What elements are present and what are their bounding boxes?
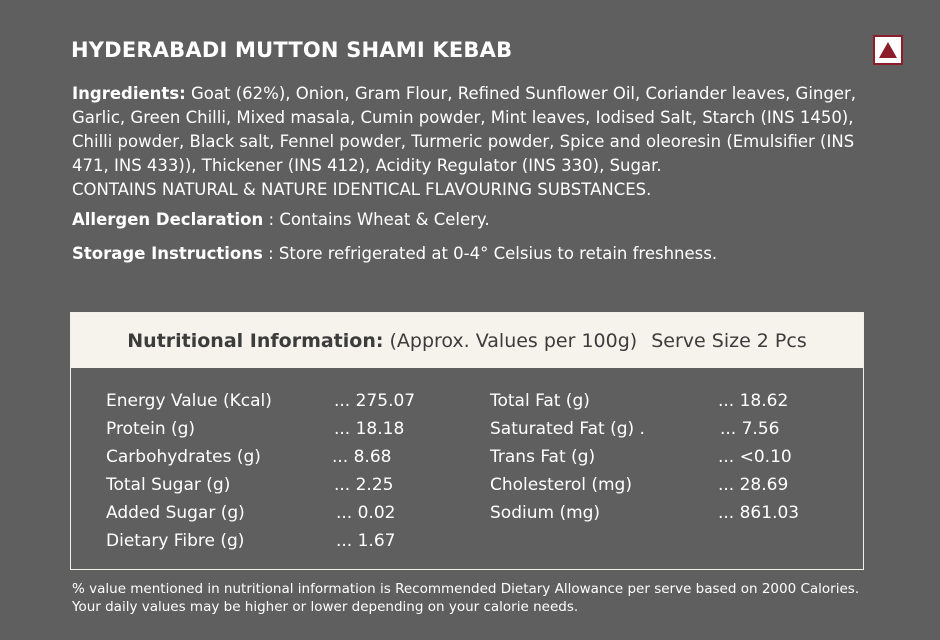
nutrient-value: ... 7.56 — [720, 419, 780, 439]
nutrient-value: ... 18.18 — [334, 419, 405, 439]
nutrient-value: ... 28.69 — [718, 475, 789, 495]
nutrient-name: Trans Fat (g) — [490, 447, 596, 467]
nutrient-value: ... <0.10 — [718, 447, 792, 467]
nutrient-name: Protein (g) — [106, 419, 196, 439]
flavouring-statement: CONTAINS NATURAL & NATURE IDENTICAL FLAV… — [72, 180, 652, 199]
nutrition-heading: Nutritional Information: — [127, 329, 384, 352]
allergen-text: : Contains Wheat & Celery. — [268, 210, 490, 229]
serve-size: Serve Size 2 Pcs — [651, 329, 807, 352]
nutrient-value: ... 275.07 — [334, 391, 416, 411]
nutrient-value: ... 861.03 — [718, 503, 800, 523]
nutrient-value: ... 2.25 — [334, 475, 394, 495]
allergen-section: Allergen Declaration : Contains Wheat & … — [72, 208, 872, 232]
storage-section: Storage Instructions : Store refrigerate… — [72, 242, 872, 266]
footnote-line-1: % value mentioned in nutritional informa… — [72, 581, 860, 597]
nutrient-name: Added Sugar (g) — [106, 503, 245, 523]
ingredients-section: Ingredients: Goat (62%), Onion, Gram Flo… — [72, 82, 872, 202]
nutrient-name: Cholesterol (mg) — [490, 475, 632, 495]
allergen-label: Allergen Declaration — [72, 210, 264, 229]
nutrition-panel: Nutritional Information: (Approx. Values… — [70, 312, 864, 570]
footnote: % value mentioned in nutritional informa… — [72, 580, 892, 616]
non-veg-mark — [873, 35, 903, 65]
nutrition-approx: (Approx. Values per 100g) — [389, 329, 638, 352]
nutrition-header: Nutritional Information: (Approx. Values… — [71, 313, 863, 368]
nutrient-value: ... 0.02 — [336, 503, 396, 523]
footnote-line-2: Your daily values may be higher or lower… — [72, 599, 579, 615]
nutrient-name: Total Sugar (g) — [106, 475, 231, 495]
storage-label: Storage Instructions — [72, 244, 263, 263]
nutrient-value: ... 8.68 — [332, 447, 392, 467]
nutrient-name: Energy Value (Kcal) — [106, 391, 272, 411]
storage-text: : Store refrigerated at 0-4° Celsius to … — [268, 244, 718, 263]
ingredients-text: Goat (62%), Onion, Gram Flour, Refined S… — [72, 84, 857, 175]
ingredients-label: Ingredients: — [72, 84, 186, 103]
nutrient-name: Sodium (mg) — [490, 503, 601, 523]
nutrient-value: ... 18.62 — [718, 391, 789, 411]
nutrient-value: ... 1.67 — [336, 531, 396, 551]
nutrient-name: Saturated Fat (g) . — [490, 419, 645, 439]
nutrient-name: Dietary Fibre (g) — [106, 531, 245, 551]
product-title: HYDERABADI MUTTON SHAMI KEBAB — [71, 38, 513, 62]
nutrient-name: Total Fat (g) — [490, 391, 590, 411]
non-veg-triangle-icon — [879, 42, 897, 58]
nutrient-name: Carbohydrates (g) — [106, 447, 261, 467]
